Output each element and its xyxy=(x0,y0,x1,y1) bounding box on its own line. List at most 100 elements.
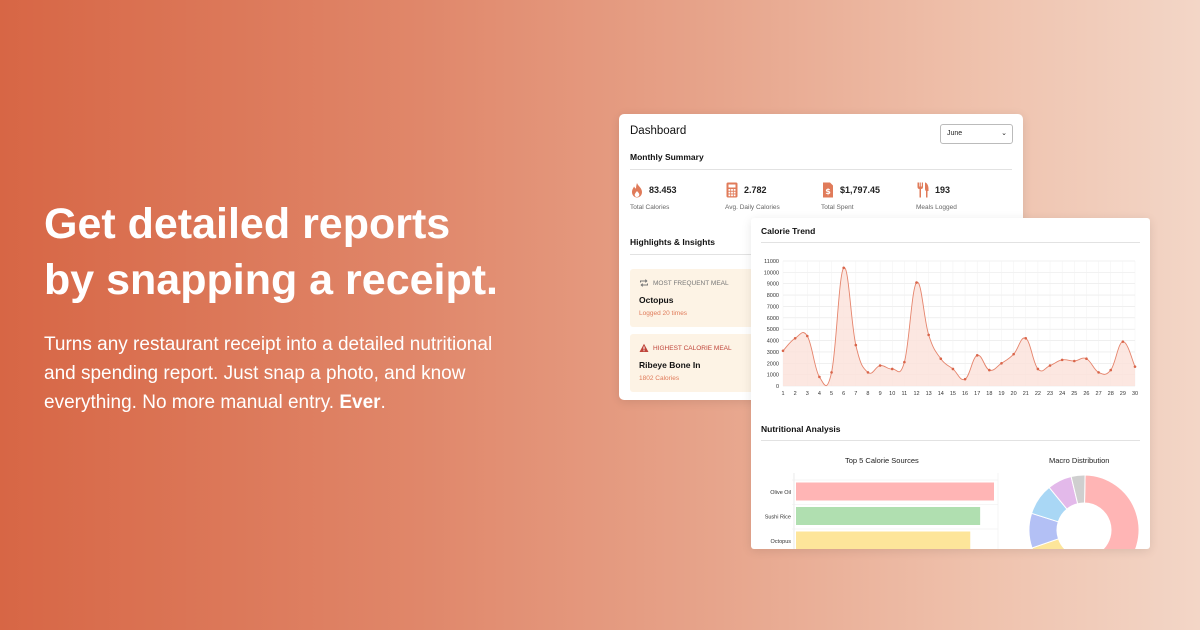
stat-value: 193 xyxy=(935,185,951,195)
y-tick-label: 2000 xyxy=(767,361,779,367)
hero-description-text: Turns any restaurant receipt into a deta… xyxy=(44,334,493,413)
x-tick-label: 8 xyxy=(866,391,869,397)
x-tick-label: 10 xyxy=(889,391,895,397)
x-tick-label: 12 xyxy=(913,391,919,397)
x-tick-label: 9 xyxy=(879,391,882,397)
trend-point xyxy=(805,334,809,338)
stat-value: 83.453 xyxy=(649,185,677,195)
trend-point xyxy=(1060,358,1064,362)
x-tick-label: 2 xyxy=(794,391,797,397)
highlight-sub: Logged 20 times xyxy=(639,310,688,317)
trend-point xyxy=(927,333,930,337)
donut-slice xyxy=(1084,474,1140,549)
x-tick-label: 27 xyxy=(1096,391,1102,397)
utensils-icon xyxy=(917,182,929,198)
stat-label: Avg. Daily Calories xyxy=(725,204,780,211)
trend-point xyxy=(1000,361,1003,365)
warning-icon xyxy=(639,343,649,352)
hero-description-end: . xyxy=(380,392,386,413)
divider xyxy=(761,242,1140,243)
trend-point xyxy=(1036,367,1040,371)
x-tick-label: 4 xyxy=(818,391,821,397)
x-tick-label: 23 xyxy=(1047,391,1053,397)
x-tick-label: 3 xyxy=(806,391,809,397)
stat-label: Total Spent xyxy=(821,204,854,211)
x-tick-label: 15 xyxy=(950,391,956,397)
y-tick-label: 5000 xyxy=(767,327,779,333)
hero-title-line2: by snapping a receipt. xyxy=(44,256,498,304)
x-tick-label: 5 xyxy=(830,391,833,397)
trend-point xyxy=(793,336,797,340)
trend-point xyxy=(854,343,858,347)
trend-point xyxy=(1048,364,1052,367)
stat-label: Total Calories xyxy=(630,204,670,211)
y-tick-label: 1000 xyxy=(767,373,779,379)
x-tick-label: 18 xyxy=(986,391,992,397)
trend-point xyxy=(1133,365,1137,368)
trend-point xyxy=(818,375,821,379)
calculator-icon xyxy=(726,182,738,198)
trend-point xyxy=(915,281,918,284)
trend-point xyxy=(903,360,906,364)
hero-title: Get detailed reports by snapping a recei… xyxy=(44,196,564,308)
highlight-tag: HIGHEST CALORIE MEAL xyxy=(653,345,732,352)
trend-point xyxy=(1109,368,1113,372)
trend-point xyxy=(830,371,833,374)
x-tick-label: 25 xyxy=(1071,391,1077,397)
y-tick-label: 0 xyxy=(776,384,779,390)
x-tick-label: 6 xyxy=(842,391,845,397)
x-tick-label: 16 xyxy=(962,391,968,397)
x-tick-label: 11 xyxy=(902,391,908,397)
calorie-trend-title: Calorie Trend xyxy=(761,226,816,236)
highlight-name: Octopus xyxy=(639,295,674,305)
trend-point xyxy=(1085,357,1088,361)
chevron-down-icon: ⌄ xyxy=(1001,130,1007,137)
trend-point xyxy=(1121,340,1125,343)
x-tick-label: 24 xyxy=(1059,391,1065,397)
divider xyxy=(761,440,1140,441)
month-select-value: June xyxy=(947,130,963,137)
divider xyxy=(630,169,1012,170)
bar-category-label: Sushi Rice xyxy=(765,515,791,521)
y-tick-label: 8000 xyxy=(767,293,779,299)
y-tick-label: 9000 xyxy=(767,282,779,288)
x-tick-label: 20 xyxy=(1011,391,1017,397)
charts-card: Calorie Trend 0 1000 2000 3000 4000 5000 6000 7… xyxy=(751,218,1150,549)
top-sources-chart: Olive Oil Sushi Rice Octopus xyxy=(765,473,999,549)
trend-point xyxy=(951,367,955,371)
trend-point xyxy=(1024,336,1028,340)
nutritional-analysis-title: Nutritional Analysis xyxy=(761,424,841,434)
highlight-sub: 1802 Calories xyxy=(639,375,680,382)
bar xyxy=(796,482,994,501)
y-tick-label: 4000 xyxy=(767,339,779,345)
x-tick-label: 1 xyxy=(781,391,784,397)
highlight-name: Ribeye Bone In xyxy=(639,360,701,370)
trend-area xyxy=(783,267,1135,386)
highlight-highest-calorie: HIGHEST CALORIE MEAL Ribeye Bone In 1802… xyxy=(630,334,760,392)
svg-text:$: $ xyxy=(825,187,831,196)
x-tick-label: 19 xyxy=(998,391,1004,397)
x-tick-label: 17 xyxy=(974,391,980,397)
trend-point xyxy=(975,354,979,357)
bar-category-label: Olive Oil xyxy=(770,490,791,496)
repeat-icon xyxy=(640,279,648,287)
macro-distribution-chart xyxy=(1028,474,1140,549)
stat-value: $1,797.45 xyxy=(840,185,881,195)
flame-icon xyxy=(632,183,642,198)
monthly-summary-title: Monthly Summary xyxy=(630,152,704,162)
bar xyxy=(796,507,981,525)
highlight-tag: MOST FREQUENT MEAL xyxy=(653,280,729,287)
calorie-trend-chart: 0 1000 2000 3000 4000 5000 6000 7000 8000 9000 100… xyxy=(764,259,1138,397)
stat-value: 2.782 xyxy=(744,185,767,195)
highlights-title: Highlights & Insights xyxy=(630,237,715,247)
month-select[interactable]: June ⌄ xyxy=(940,124,1013,144)
trend-point xyxy=(890,367,894,371)
trend-point xyxy=(1073,359,1076,363)
trend-point xyxy=(842,266,845,270)
x-tick-label: 30 xyxy=(1132,391,1138,397)
y-tick-label: 11000 xyxy=(764,259,779,265)
divider xyxy=(630,254,770,255)
macro-distribution-title: Macro Distribution xyxy=(1049,456,1110,465)
x-tick-label: 22 xyxy=(1035,391,1041,397)
trend-point xyxy=(1012,352,1015,356)
